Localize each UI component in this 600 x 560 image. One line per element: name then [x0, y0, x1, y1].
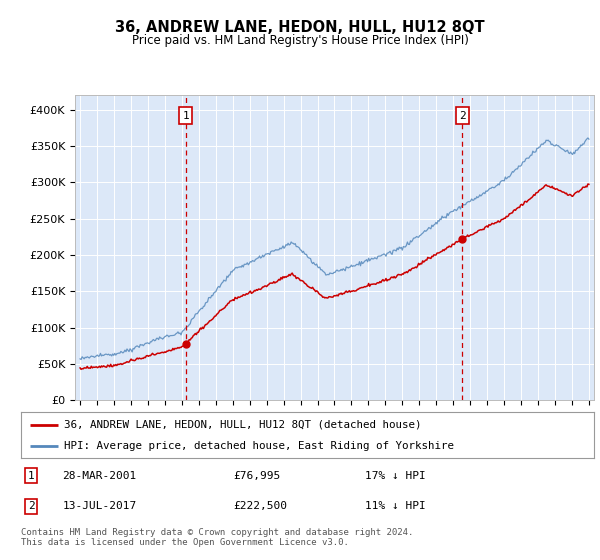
- Text: £222,500: £222,500: [233, 501, 287, 511]
- Text: 36, ANDREW LANE, HEDON, HULL, HU12 8QT (detached house): 36, ANDREW LANE, HEDON, HULL, HU12 8QT (…: [64, 419, 421, 430]
- Text: 1: 1: [182, 110, 189, 120]
- Text: 13-JUL-2017: 13-JUL-2017: [62, 501, 137, 511]
- Text: Contains HM Land Registry data © Crown copyright and database right 2024.
This d: Contains HM Land Registry data © Crown c…: [21, 528, 413, 547]
- Text: 17% ↓ HPI: 17% ↓ HPI: [365, 470, 425, 480]
- Text: 11% ↓ HPI: 11% ↓ HPI: [365, 501, 425, 511]
- Text: 36, ANDREW LANE, HEDON, HULL, HU12 8QT: 36, ANDREW LANE, HEDON, HULL, HU12 8QT: [115, 20, 485, 35]
- Text: 28-MAR-2001: 28-MAR-2001: [62, 470, 137, 480]
- Text: 2: 2: [459, 110, 466, 120]
- Text: HPI: Average price, detached house, East Riding of Yorkshire: HPI: Average price, detached house, East…: [64, 441, 454, 451]
- Text: £76,995: £76,995: [233, 470, 280, 480]
- Text: 2: 2: [28, 501, 35, 511]
- Text: 1: 1: [28, 470, 35, 480]
- Text: Price paid vs. HM Land Registry's House Price Index (HPI): Price paid vs. HM Land Registry's House …: [131, 34, 469, 46]
